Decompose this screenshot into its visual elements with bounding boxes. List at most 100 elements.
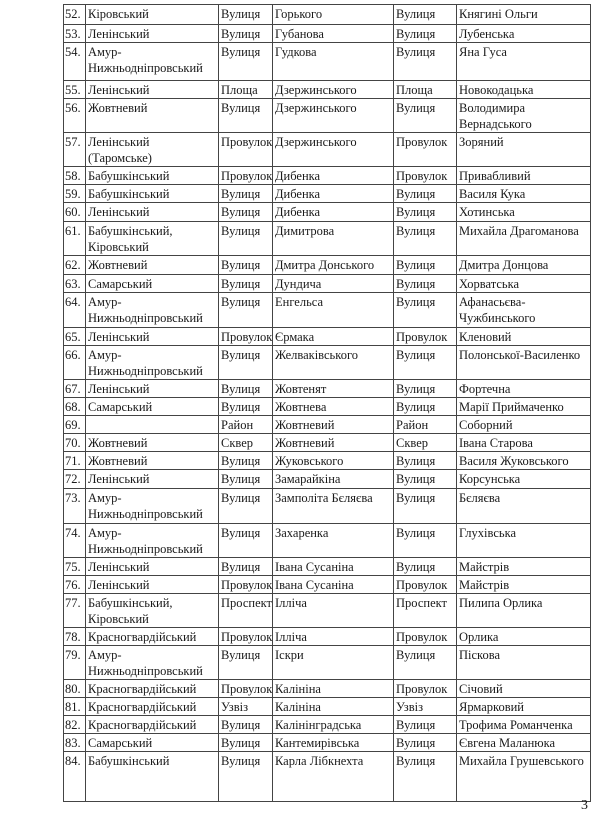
old-type-cell: Вулиця [218, 184, 273, 203]
new-type-cell: Провулок [393, 166, 457, 185]
row-number-cell: 63. [63, 274, 86, 293]
old-name-cell: Дибенка [272, 202, 394, 222]
table-row: 79. Амур-Нижньодніпровський Вулиця Іскри Вул… [63, 645, 591, 680]
old-type-cell: Вулиця [218, 397, 273, 416]
table-row: 69. Район Жовтневий Район Соборний [63, 415, 591, 434]
old-type-cell: Вулиця [218, 42, 273, 81]
new-name-cell: Кленовий [456, 327, 591, 346]
district-cell: Жовтневий [85, 451, 219, 470]
row-number-cell: 64. [63, 292, 86, 328]
table-row: 68. Самарський Вулиця Жовтнева Вулиця Марії П… [63, 397, 591, 416]
new-type-cell: Вулиця [393, 523, 457, 558]
new-name-cell: Соборний [456, 415, 591, 434]
row-number-cell: 53. [63, 24, 86, 43]
old-name-cell: Жовтневий [272, 415, 394, 434]
district-cell: Ленінський (Таромське) [85, 132, 219, 167]
table-row: 77. Бабушкінський, Кіровський Проспект Іллі… [63, 593, 591, 628]
new-type-cell: Вулиця [393, 42, 457, 81]
district-cell: Ленінський [85, 202, 219, 222]
old-type-cell: Район [218, 415, 273, 434]
table-row: 60. Ленінський Вулиця Дибенка Вулиця Хотинськ… [63, 202, 591, 222]
old-type-cell: Вулиця [218, 488, 273, 524]
new-name-cell: Пилипа Орлика [456, 593, 591, 628]
old-type-cell: Вулиця [218, 451, 273, 470]
district-cell: Бабушкінський, Кіровський [85, 221, 219, 256]
old-name-cell: Замполіта Бєляєва [272, 488, 394, 524]
new-name-cell: Новокодацька [456, 80, 591, 99]
new-type-cell: Район [393, 415, 457, 434]
new-type-cell: Вулиця [393, 397, 457, 416]
new-type-cell: Вулиця [393, 733, 457, 752]
old-type-cell: Вулиця [218, 274, 273, 293]
table-row: 66. Амур-Нижньодніпровський Вулиця Желваків… [63, 345, 591, 380]
row-number-cell: 67. [63, 379, 86, 398]
old-name-cell: Ілліча [272, 627, 394, 646]
table-row: 54. Амур-Нижньодніпровський Вулиця Гудкова В… [63, 42, 591, 81]
new-name-cell: Михайла Грушевського [456, 751, 591, 802]
new-name-cell: Марії Приймаченко [456, 397, 591, 416]
table-row: 63. Самарський Вулиця Дундича Вулиця Хорватсь… [63, 274, 591, 293]
new-type-cell: Вулиця [393, 645, 457, 680]
new-name-cell: Орлика [456, 627, 591, 646]
old-type-cell: Провулок [218, 627, 273, 646]
new-type-cell: Вулиця [393, 345, 457, 380]
district-cell: Бабушкінський, Кіровський [85, 593, 219, 628]
old-type-cell: Вулиця [218, 751, 273, 802]
new-type-cell: Сквер [393, 433, 457, 452]
district-cell: Ленінський [85, 80, 219, 99]
new-name-cell: Полонської-Василенко [456, 345, 591, 380]
table-body: 52. Кіровський Вулиця Горького Вулиця Княгині… [63, 4, 591, 802]
new-type-cell: Вулиця [393, 715, 457, 734]
new-name-cell: Яна Гуса [456, 42, 591, 81]
old-name-cell: Димитрова [272, 221, 394, 256]
old-type-cell: Вулиця [218, 221, 273, 256]
row-number-cell: 57. [63, 132, 86, 167]
new-type-cell: Провулок [393, 132, 457, 167]
row-number-cell: 74. [63, 523, 86, 558]
new-type-cell: Вулиця [393, 255, 457, 275]
table-row: 58. Бабушкінський Провулок Дибенка Провулок П… [63, 166, 591, 185]
old-name-cell: Калініна [272, 679, 394, 698]
new-name-cell: Привабливий [456, 166, 591, 185]
new-type-cell: Провулок [393, 575, 457, 594]
district-cell: Амур-Нижньодніпровський [85, 523, 219, 558]
row-number-cell: 59. [63, 184, 86, 203]
old-name-cell: Дмитра Донського [272, 255, 394, 275]
old-type-cell: Провулок [218, 166, 273, 185]
new-name-cell: Лубенська [456, 24, 591, 43]
table-row: 71. Жовтневий Вулиця Жуковського Вулиця Васил… [63, 451, 591, 470]
new-name-cell: Ярмарковий [456, 697, 591, 716]
row-number-cell: 83. [63, 733, 86, 752]
old-name-cell: Карла Лібкнехта [272, 751, 394, 802]
old-name-cell: Кантемирівська [272, 733, 394, 752]
old-type-cell: Проспект [218, 593, 273, 628]
old-name-cell: Ілліча [272, 593, 394, 628]
table-row: 70. Жовтневий Сквер Жовтневий Сквер Івана Ста… [63, 433, 591, 452]
district-cell: Ленінський [85, 575, 219, 594]
new-name-cell: Трофима Романченка [456, 715, 591, 734]
district-cell: Жовтневий [85, 433, 219, 452]
old-name-cell: Дибенка [272, 166, 394, 185]
row-number-cell: 84. [63, 751, 86, 802]
table-row: 56. Жовтневий Вулиця Дзержинського Вулиця Вол… [63, 98, 591, 133]
new-name-cell: Дмитра Донцова [456, 255, 591, 275]
new-type-cell: Вулиця [393, 557, 457, 576]
table-row: 55. Ленінський Площа Дзержинського Площа Ново… [63, 80, 591, 99]
table-row: 65. Ленінський Провулок Єрмака Провулок Клено… [63, 327, 591, 346]
row-number-cell: 68. [63, 397, 86, 416]
row-number-cell: 56. [63, 98, 86, 133]
old-type-cell: Вулиця [218, 733, 273, 752]
district-cell: Красногвардійський [85, 715, 219, 734]
old-type-cell: Вулиця [218, 469, 273, 489]
row-number-cell: 81. [63, 697, 86, 716]
new-type-cell: Площа [393, 80, 457, 99]
row-number-cell: 78. [63, 627, 86, 646]
table-row: 57. Ленінський (Таромське) Провулок Дзержин… [63, 132, 591, 167]
new-type-cell: Вулиця [393, 379, 457, 398]
table-row: 80. Красногвардійський Провулок Калініна Про… [63, 679, 591, 698]
old-type-cell: Провулок [218, 575, 273, 594]
old-name-cell: Жовтневий [272, 433, 394, 452]
old-type-cell: Вулиця [218, 645, 273, 680]
new-name-cell: Майстрів [456, 575, 591, 594]
old-type-cell: Провулок [218, 327, 273, 346]
